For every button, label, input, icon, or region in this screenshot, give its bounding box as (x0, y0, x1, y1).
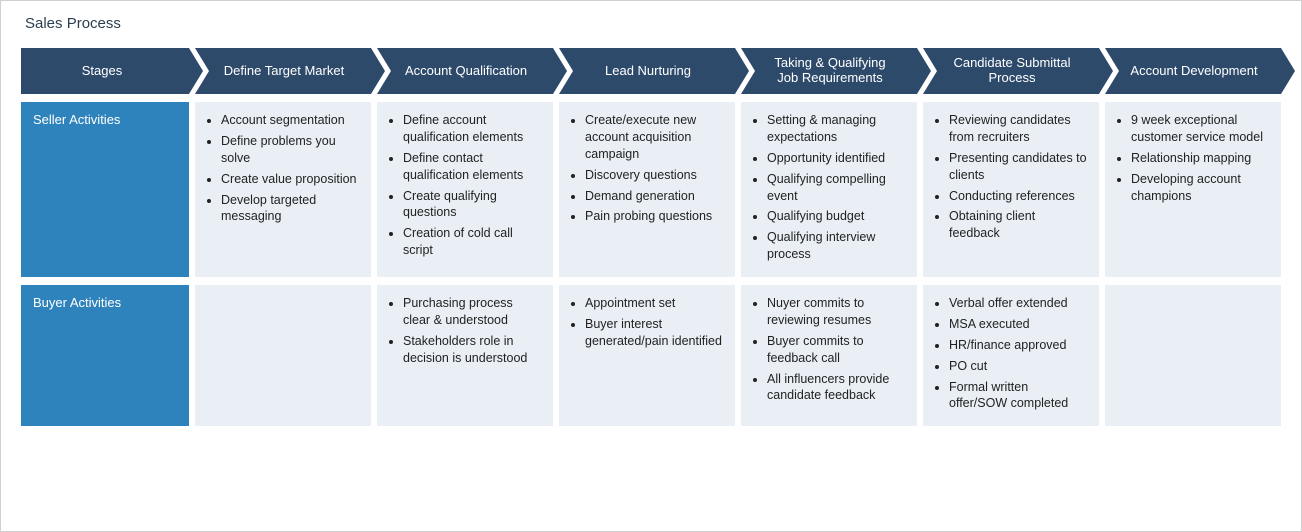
buyer-cell: Appointment set Buyer interest generated/… (559, 285, 735, 426)
activity-item: Define problems you solve (221, 133, 361, 167)
activity-list: Setting & managing expectations Opportuni… (749, 112, 907, 263)
activity-list: Nuyer commits to reviewing resumes Buyer … (749, 295, 907, 404)
buyer-cell (1105, 285, 1281, 426)
activity-item: Setting & managing expectations (767, 112, 907, 146)
buyer-cell: Nuyer commits to reviewing resumes Buyer … (741, 285, 917, 426)
activity-item: 9 week exceptional customer service mode… (1131, 112, 1271, 146)
activity-list: Define account qualification elements Def… (385, 112, 543, 259)
activity-item: PO cut (949, 358, 1089, 375)
activity-item: Verbal offer extended (949, 295, 1089, 312)
activity-item: MSA executed (949, 316, 1089, 333)
activity-item: Opportunity identified (767, 150, 907, 167)
activity-item: Developing account champions (1131, 171, 1271, 205)
row-label-buyer: Buyer Activities (21, 285, 189, 426)
activity-item: Define contact qualification elements (403, 150, 543, 184)
activity-item: Buyer commits to feedback call (767, 333, 907, 367)
buyer-cell: Purchasing process clear & understood Sta… (377, 285, 553, 426)
activity-item: Buyer interest generated/pain identified (585, 316, 725, 350)
buyer-cell (195, 285, 371, 426)
activity-item: Nuyer commits to reviewing resumes (767, 295, 907, 329)
activity-item: Create value proposition (221, 171, 361, 188)
page-title: Sales Process (25, 15, 1281, 32)
activity-item: Relationship mapping (1131, 150, 1271, 167)
activity-list: 9 week exceptional customer service mode… (1113, 112, 1271, 204)
activity-item: All influencers provide candidate feedba… (767, 371, 907, 405)
activity-item: Account segmentation (221, 112, 361, 129)
activity-item: Demand generation (585, 188, 725, 205)
activity-list: Account segmentation Define problems you … (203, 112, 361, 225)
activity-item: Reviewing candidates from recruiters (949, 112, 1089, 146)
activity-item: Qualifying interview process (767, 229, 907, 263)
activity-item: Discovery questions (585, 167, 725, 184)
stage-header: Candidate Submittal Process (923, 48, 1099, 94)
seller-cell: Reviewing candidates from recruiters Pres… (923, 102, 1099, 277)
stage-header: Account Qualification (377, 48, 553, 94)
stage-header: Taking & Qualifying Job Requirements (741, 48, 917, 94)
seller-cell: Define account qualification elements Def… (377, 102, 553, 277)
seller-cell: Setting & managing expectations Opportuni… (741, 102, 917, 277)
activity-item: Presenting candidates to clients (949, 150, 1089, 184)
activity-item: Obtaining client feedback (949, 208, 1089, 242)
stage-header: Lead Nurturing (559, 48, 735, 94)
seller-cell: 9 week exceptional customer service mode… (1105, 102, 1281, 277)
activity-item: Conducting references (949, 188, 1089, 205)
process-grid: StagesDefine Target MarketAccount Qualif… (21, 48, 1281, 426)
stage-header: Account Development (1105, 48, 1281, 94)
activity-item: Pain probing questions (585, 208, 725, 225)
activity-item: Creation of cold call script (403, 225, 543, 259)
diagram-frame: Sales Process StagesDefine Target Market… (0, 0, 1302, 532)
activity-item: Create qualifying questions (403, 188, 543, 222)
seller-cell: Create/execute new account acquisition c… (559, 102, 735, 277)
activity-list: Appointment set Buyer interest generated/… (567, 295, 725, 350)
activity-item: Stakeholders role in decision is underst… (403, 333, 543, 367)
activity-item: Appointment set (585, 295, 725, 312)
seller-cell: Account segmentation Define problems you … (195, 102, 371, 277)
activity-item: Qualifying budget (767, 208, 907, 225)
row-label-stages: Stages (21, 48, 189, 94)
stage-header: Define Target Market (195, 48, 371, 94)
activity-item: HR/finance approved (949, 337, 1089, 354)
activity-item: Develop targeted messaging (221, 192, 361, 226)
buyer-cell: Verbal offer extended MSA executed HR/fina… (923, 285, 1099, 426)
activity-item: Define account qualification elements (403, 112, 543, 146)
activity-list: Create/execute new account acquisition c… (567, 112, 725, 225)
activity-item: Qualifying compelling event (767, 171, 907, 205)
activity-item: Formal written offer/SOW completed (949, 379, 1089, 413)
activity-item: Purchasing process clear & understood (403, 295, 543, 329)
activity-list: Verbal offer extended MSA executed HR/fina… (931, 295, 1089, 412)
activity-list: Reviewing candidates from recruiters Pres… (931, 112, 1089, 242)
row-label-seller: Seller Activities (21, 102, 189, 277)
activity-list: Purchasing process clear & understood Sta… (385, 295, 543, 367)
activity-item: Create/execute new account acquisition c… (585, 112, 725, 163)
